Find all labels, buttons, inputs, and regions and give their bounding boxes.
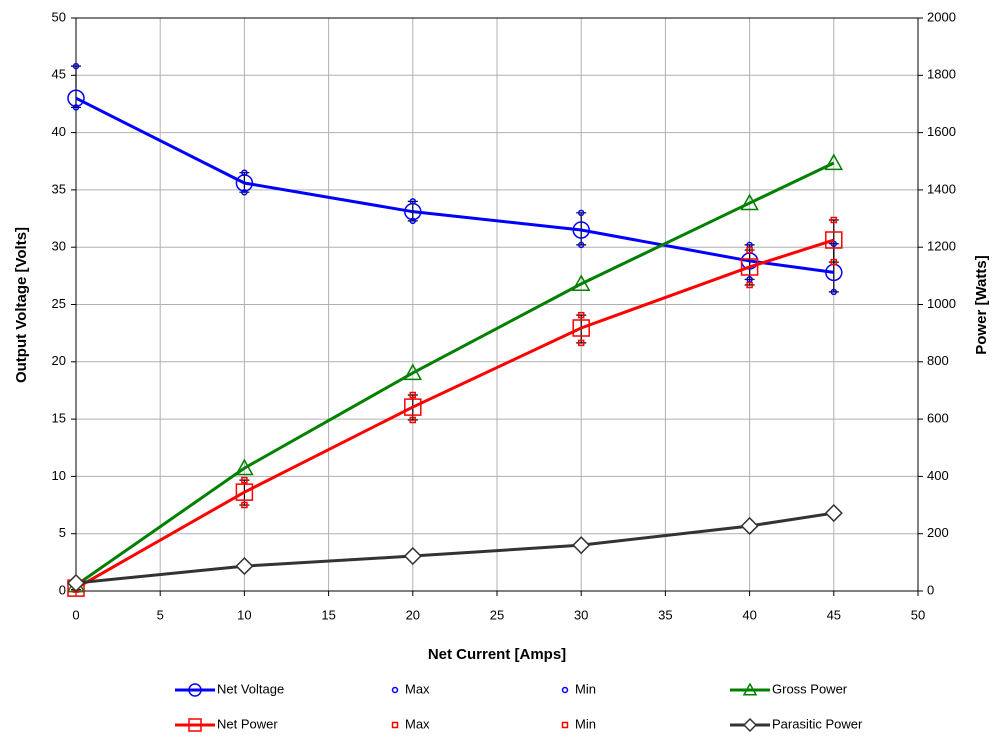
legend-label: Max	[405, 681, 430, 696]
y-tick-label: 25	[52, 296, 66, 311]
range-point	[241, 476, 248, 484]
x-tick-label: 25	[490, 607, 504, 622]
range-point	[746, 246, 753, 254]
data-point	[740, 258, 759, 276]
range-point	[830, 216, 838, 224]
legend-label: Net Power	[217, 716, 278, 731]
legend-marker	[391, 721, 399, 729]
legend-marker	[188, 683, 202, 697]
range-point	[409, 217, 417, 225]
x-tick-label: 20	[406, 607, 420, 622]
data-point	[67, 89, 85, 107]
legend-label: Gross Power	[772, 681, 848, 696]
range-point	[409, 391, 417, 399]
x-tick-label: 40	[742, 607, 756, 622]
range-point	[746, 281, 753, 289]
x-tick-label: 0	[72, 607, 79, 622]
y-tick-label: 5	[59, 525, 66, 540]
legend-marker	[561, 721, 569, 729]
series-line	[75, 161, 835, 587]
y-axis-title: Output Voltage [Volts]	[13, 227, 30, 383]
y-tick-label: 10	[52, 468, 66, 483]
legend-marker	[561, 686, 569, 694]
legend-marker	[391, 686, 399, 694]
legend-label: Max	[405, 716, 430, 731]
data-point	[571, 274, 591, 292]
data-point	[235, 483, 254, 501]
data-point	[404, 398, 422, 416]
data-point	[740, 193, 759, 211]
x-tick-label: 15	[321, 607, 335, 622]
y2-tick-label: 800	[927, 353, 949, 368]
range-point	[409, 198, 417, 205]
y-tick-label: 20	[52, 353, 66, 368]
range-point	[409, 416, 417, 424]
y-tick-label: 35	[52, 181, 66, 196]
range-point	[72, 62, 80, 70]
data-point	[66, 573, 86, 593]
range-point	[830, 288, 838, 296]
range-point	[72, 104, 80, 111]
data-point	[825, 231, 843, 249]
legend-label: Net Voltage	[217, 681, 284, 696]
y-tick-label: 45	[52, 67, 66, 82]
range-point	[577, 311, 585, 319]
series-line	[75, 96, 835, 274]
series-line	[75, 511, 835, 585]
data-point	[572, 319, 590, 337]
y2-tick-label: 1600	[927, 124, 956, 139]
data-point	[572, 221, 590, 239]
x-tick-label: 10	[237, 607, 251, 622]
data-point	[235, 557, 254, 576]
range-point	[830, 258, 838, 266]
legend-marker	[188, 718, 202, 732]
y2-tick-label: 1200	[927, 239, 956, 254]
y2-axis-title: Power [Watts]	[973, 255, 990, 354]
x-tick-label: 35	[658, 607, 672, 622]
y2-tick-label: 0	[927, 582, 934, 597]
data-point	[403, 546, 422, 566]
x-axis-title: Net Current [Amps]	[428, 646, 566, 663]
y2-tick-label: 1800	[927, 67, 956, 82]
data-point	[403, 363, 423, 381]
y-tick-label: 40	[52, 124, 66, 139]
data-point	[740, 516, 759, 536]
x-tick-label: 45	[827, 607, 841, 622]
data-point	[824, 504, 843, 523]
range-point	[241, 188, 248, 196]
legend-label: Parasitic Power	[772, 716, 863, 731]
y-tick-label: 15	[52, 411, 66, 426]
data-point	[235, 458, 254, 476]
y-tick-label: 30	[52, 239, 66, 254]
legend-marker	[742, 682, 758, 696]
range-point	[577, 339, 585, 347]
range-point	[577, 209, 585, 217]
y2-tick-label: 1400	[927, 181, 956, 196]
x-tick-label: 5	[157, 607, 164, 622]
data-point	[824, 153, 844, 171]
y2-tick-label: 2000	[927, 9, 956, 24]
legend-label: Min	[575, 681, 596, 696]
y2-tick-label: 200	[927, 525, 949, 540]
x-tick-label: 50	[911, 607, 925, 622]
y-tick-label: 0	[59, 582, 66, 597]
data-point	[572, 536, 591, 555]
legend-label: Min	[575, 716, 596, 731]
x-tick-label: 30	[574, 607, 588, 622]
series-line	[75, 238, 835, 590]
y-tick-label: 50	[52, 9, 66, 24]
error-bar	[71, 65, 81, 108]
y2-tick-label: 1000	[927, 296, 956, 311]
range-point	[241, 169, 248, 176]
y2-tick-label: 400	[927, 468, 949, 483]
plot-frame	[75, 17, 919, 592]
y2-tick-label: 600	[927, 411, 949, 426]
legend-marker	[742, 717, 758, 733]
range-point	[241, 501, 248, 509]
range-point	[577, 241, 585, 249]
